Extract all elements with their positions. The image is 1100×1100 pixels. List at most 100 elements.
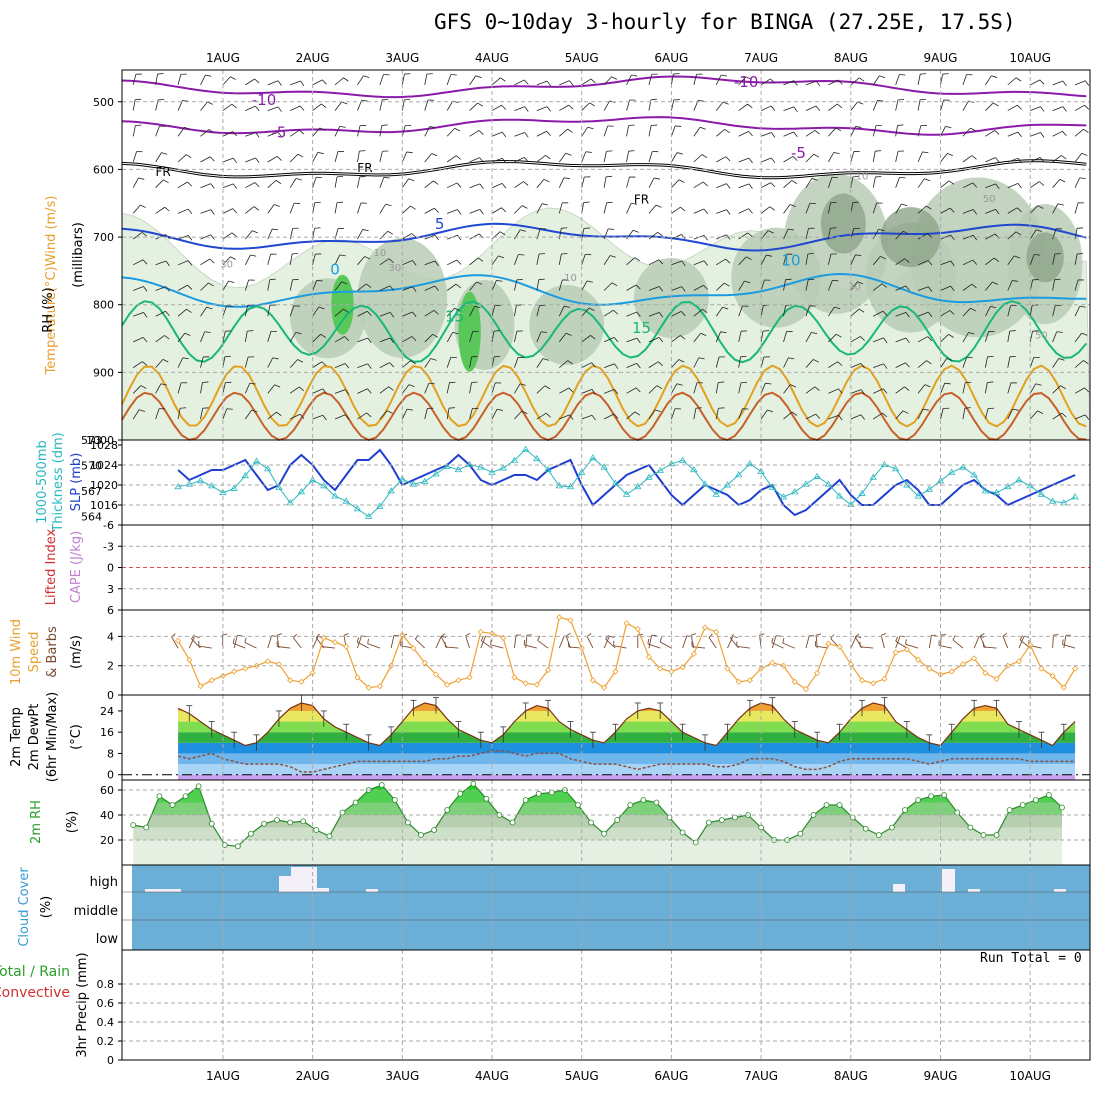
wind-barb-shaft [222, 183, 234, 189]
wind-barb [1030, 132, 1045, 138]
wind-barb [940, 153, 954, 163]
rh-point [313, 827, 320, 833]
wind-barb [446, 182, 462, 189]
wind-barb-flag [614, 363, 619, 369]
surface-wind-barb-shaft [233, 635, 238, 649]
wind-barb [536, 80, 552, 87]
wind-barb-flag [471, 381, 478, 383]
wind-barb-shaft [379, 177, 385, 188]
wind-barb-shaft [917, 99, 921, 111]
wind-barb-flag [855, 254, 862, 257]
wind-barb-flag [722, 306, 729, 310]
wind-barb-flag [501, 207, 507, 213]
wind-barb [155, 310, 170, 317]
wind-barb-shaft [626, 151, 629, 163]
wind-barb [357, 125, 367, 137]
wind-barb-flag [410, 360, 416, 365]
surface-wind-barb [708, 633, 717, 649]
surface-wind-barb-shaft [1052, 635, 1054, 649]
surface-wind-barb [690, 633, 697, 649]
wind-barb-flag [1079, 177, 1086, 180]
wind-barb-shaft [872, 125, 877, 137]
wind-barb [738, 256, 752, 266]
wind-barb-shaft [514, 79, 525, 86]
wind-barb-shaft [267, 204, 275, 214]
wind-barb [581, 362, 596, 368]
wind-barb [1007, 382, 1017, 394]
wind-barb-flag [1016, 207, 1022, 213]
rh-point [548, 789, 555, 796]
surface-wind-barb-shaft [603, 636, 610, 649]
surface-wind-barb-shaft [513, 635, 517, 649]
wind-barb-shaft [962, 408, 966, 420]
wind-barb [334, 336, 350, 343]
wind-barb-flag [521, 410, 528, 415]
wind-barb [514, 330, 523, 343]
wind-barb [738, 183, 753, 189]
wind-barb-shaft [491, 409, 498, 420]
wind-barb [850, 336, 865, 343]
wind-speed-point [174, 637, 182, 644]
wind-barb-shaft [1007, 104, 1018, 111]
surface-wind-barb-shaft [983, 646, 997, 649]
surface-wind-barb-shaft [647, 643, 661, 649]
wind-barb-flag [366, 310, 372, 316]
wind-barb-flag [479, 183, 484, 190]
surface-wind-barb-shaft [659, 641, 672, 649]
surface-wind-barb-flag [1053, 634, 1059, 636]
contour-label: FR [357, 161, 372, 175]
wind-barb-shaft [1029, 254, 1035, 265]
wind-barb-flag [139, 409, 145, 412]
wind-barb [715, 407, 725, 420]
wind-barb [155, 260, 170, 267]
surface-wind-barb-shaft [1062, 643, 1076, 649]
surface-wind-barb-shaft [322, 646, 336, 649]
surface-wind-barb-flag [895, 636, 899, 642]
surface-wind-barb-shaft [558, 635, 565, 649]
wind-barb-flag [789, 204, 796, 208]
wind-barb [917, 260, 933, 266]
wind-barb [603, 125, 614, 137]
wind-barb-flag [860, 363, 865, 369]
wind-barb-flag [295, 332, 302, 335]
wind-barb-shaft [872, 176, 876, 188]
wind-barb-shaft [648, 204, 657, 214]
wind-barb [827, 227, 837, 240]
wind-barb-shaft [267, 254, 271, 265]
wind-barb [222, 76, 236, 86]
wind-barb [222, 305, 233, 317]
wind-barb-shaft [1029, 331, 1033, 343]
wind-barb-shaft [895, 230, 904, 240]
wind10m-label-2: Speed [27, 632, 42, 673]
wind-barb [267, 204, 280, 214]
wind-barb-shaft [715, 74, 722, 86]
wind-barb-shaft [1074, 332, 1083, 343]
wind-barb [446, 332, 459, 343]
thickness-point [465, 460, 474, 468]
wind-barb-flag [434, 260, 439, 267]
cape-label: CAPE (J/kg) [69, 531, 84, 603]
wind-barb-shaft [132, 385, 142, 394]
wind-barb-shaft [200, 129, 210, 137]
wind-barb [469, 257, 484, 266]
wind-speed-point [477, 628, 484, 636]
wind-barb-shaft [469, 75, 477, 86]
wind-barb-shaft [424, 334, 433, 343]
wind-barb-shaft [1007, 331, 1011, 342]
wind-barb-shaft [491, 131, 503, 137]
rh-point [836, 802, 843, 808]
temp-contour-10 [121, 272, 1087, 308]
surface-wind-barb-flag [609, 635, 615, 638]
wind-barb-shaft [603, 202, 608, 214]
wind-barb-flag [232, 183, 238, 189]
wind-barb [379, 74, 390, 86]
rh-point [588, 819, 594, 826]
surface-wind-barb-shaft [727, 636, 734, 649]
wind-barb [715, 381, 725, 394]
wind-barb-shaft [716, 258, 726, 266]
surface-wind-barb-shaft [267, 635, 273, 649]
wind-barb-shaft [245, 105, 256, 111]
wind-barb-flag [429, 126, 436, 129]
surface-wind-barb-shaft [1063, 635, 1067, 649]
rh-point [967, 824, 974, 831]
